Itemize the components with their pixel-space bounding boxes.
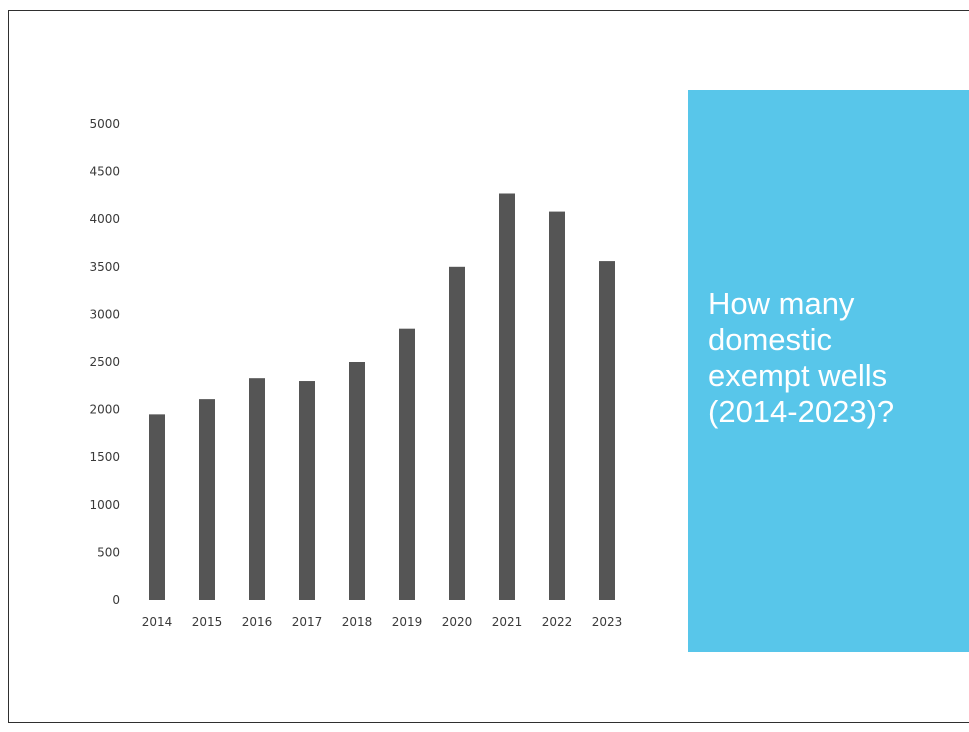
y-tick-label: 3500 [89,260,120,274]
y-tick-label: 3000 [89,307,120,321]
bar [249,378,265,600]
x-tick-label: 2020 [442,615,473,629]
x-tick-label: 2019 [392,615,423,629]
x-tick-label: 2014 [142,615,173,629]
bar [199,399,215,600]
bar [349,362,365,600]
x-tick-label: 2023 [592,615,623,629]
bar [599,261,615,600]
x-tick-label: 2016 [242,615,273,629]
bar [549,211,565,601]
x-tick-label: 2022 [542,615,573,629]
bar [449,266,465,600]
slide-title: How many domestic exempt wells (2014-202… [708,286,895,429]
x-tick-label: 2021 [492,615,523,629]
y-tick-label: 4000 [89,212,120,226]
y-tick-label: 1000 [89,498,120,512]
y-tick-label: 5000 [89,117,120,131]
bar [499,193,515,600]
x-tick-label: 2015 [192,615,223,629]
x-tick-label: 2018 [342,615,373,629]
y-tick-label: 4500 [89,165,120,179]
y-tick-label: 2500 [89,355,120,369]
bar [149,414,165,600]
y-tick-label: 0 [112,593,120,607]
x-tick-label: 2017 [292,615,323,629]
title-panel [688,90,969,652]
y-tick-label: 1500 [89,450,120,464]
bar [399,328,415,600]
y-tick-label: 2000 [89,403,120,417]
y-tick-label: 500 [97,545,120,559]
bar [299,381,315,600]
